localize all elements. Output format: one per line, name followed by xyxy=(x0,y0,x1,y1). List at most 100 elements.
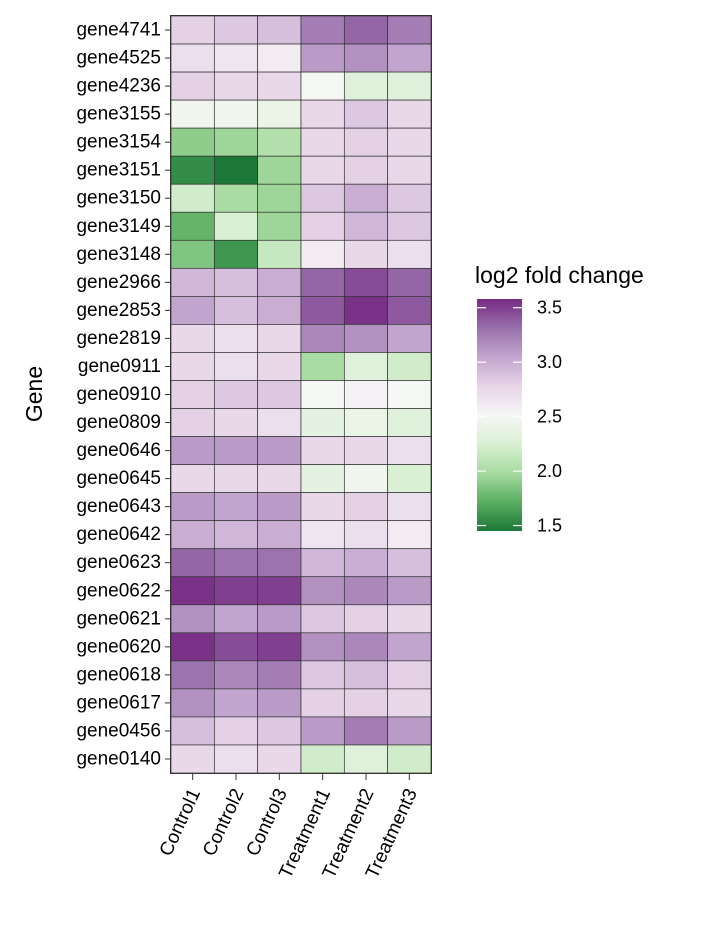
heatmap-cell xyxy=(300,155,345,185)
y-tick-label: gene4741 xyxy=(76,20,161,41)
heatmap-cell xyxy=(387,380,432,409)
heatmap-cell xyxy=(387,548,432,578)
heatmap-cell xyxy=(170,464,215,493)
heatmap-cell xyxy=(170,71,215,101)
heatmap-cell xyxy=(170,744,215,774)
heatmap-cell xyxy=(387,744,432,774)
heatmap-cell xyxy=(213,352,259,381)
heatmap-cell xyxy=(387,324,432,353)
heatmap-cell xyxy=(343,604,389,634)
heatmap-cell xyxy=(213,688,259,718)
heatmap-cell xyxy=(257,408,302,437)
heatmap-cell xyxy=(213,576,259,606)
heatmap-cell xyxy=(343,520,389,550)
heatmap-cell xyxy=(257,267,302,297)
heatmap-cell xyxy=(257,576,302,606)
heatmap-cell xyxy=(257,43,302,73)
y-tick-label: gene0618 xyxy=(76,664,161,685)
heatmap-cell xyxy=(257,380,302,409)
heatmap-cell xyxy=(170,520,215,550)
heatmap-cell xyxy=(300,183,345,213)
heatmap-cell xyxy=(257,15,302,45)
heatmap-cell xyxy=(170,211,215,241)
heatmap-cell xyxy=(213,296,259,325)
heatmap-cell xyxy=(300,604,345,634)
heatmap-cell xyxy=(170,548,215,578)
heatmap-cell xyxy=(343,716,389,746)
heatmap-cell xyxy=(170,492,215,522)
heatmap-cell xyxy=(213,520,259,550)
heatmap-cell xyxy=(343,127,389,157)
legend-title: log2 fold change xyxy=(475,262,644,288)
heatmap-cell xyxy=(343,43,389,73)
y-tick-label: gene3149 xyxy=(76,216,161,237)
y-tick-label: gene0617 xyxy=(76,692,161,713)
heatmap-cell xyxy=(257,632,302,662)
heatmap-cells xyxy=(170,15,432,774)
heatmap-cell xyxy=(387,520,432,550)
heatmap-cell xyxy=(213,324,259,353)
heatmap-cell xyxy=(213,71,259,101)
heatmap-cell xyxy=(300,632,345,662)
heatmap-cell xyxy=(300,99,345,129)
heatmap-cell xyxy=(213,127,259,157)
heatmap-cell xyxy=(170,632,215,662)
heatmap-cell xyxy=(387,408,432,437)
heatmap-cell xyxy=(170,380,215,409)
heatmap-cell xyxy=(387,716,432,746)
heatmap-cell xyxy=(213,99,259,129)
legend-tick-label: 2.5 xyxy=(537,407,562,427)
heatmap-cell xyxy=(387,660,432,690)
heatmap-cell xyxy=(300,71,345,101)
heatmap-cell xyxy=(170,296,215,325)
heatmap-cell xyxy=(213,716,259,746)
heatmap-cell xyxy=(257,127,302,157)
heatmap-cell xyxy=(300,408,345,437)
heatmap-cell xyxy=(343,183,389,213)
heatmap-cell xyxy=(170,352,215,381)
heatmap-cell xyxy=(170,604,215,634)
heatmap-cell xyxy=(387,464,432,493)
heatmap-cell xyxy=(213,43,259,73)
heatmap-cell xyxy=(257,71,302,101)
heatmap-cell xyxy=(170,43,215,73)
heatmap-cell xyxy=(343,632,389,662)
heatmap-cell xyxy=(257,296,302,325)
heatmap-cell xyxy=(257,239,302,269)
heatmap-cell xyxy=(300,380,345,409)
y-tick-label: gene0643 xyxy=(76,496,161,517)
heatmap-cell xyxy=(213,15,259,45)
heatmap-cell xyxy=(300,324,345,353)
heatmap-cell xyxy=(257,436,302,465)
heatmap-cell xyxy=(387,183,432,213)
heatmap-cell xyxy=(170,183,215,213)
heatmap-cell xyxy=(300,716,345,746)
heatmap-cell xyxy=(343,408,389,437)
heatmap-cell xyxy=(213,632,259,662)
heatmap-cell xyxy=(343,352,389,381)
heatmap-cell xyxy=(343,464,389,493)
heatmap-cell xyxy=(257,183,302,213)
heatmap-cell xyxy=(387,15,432,45)
y-tick-label: gene4525 xyxy=(76,48,161,69)
y-tick-label: gene0140 xyxy=(76,748,161,769)
heatmap-cell xyxy=(300,576,345,606)
heatmap-cell xyxy=(170,239,215,269)
heatmap-cell xyxy=(387,688,432,718)
heatmap-cell xyxy=(170,127,215,157)
heatmap-cell xyxy=(387,604,432,634)
y-tick-label: gene0910 xyxy=(76,384,161,405)
heatmap-cell xyxy=(300,296,345,325)
y-tick-label: gene0456 xyxy=(76,720,161,741)
heatmap-cell xyxy=(213,155,259,185)
y-tick-label: gene2966 xyxy=(76,272,161,293)
heatmap-cell xyxy=(170,408,215,437)
heatmap-cell xyxy=(343,688,389,718)
heatmap-cell xyxy=(257,604,302,634)
legend-tick-label: 2.0 xyxy=(537,461,562,481)
y-tick-label: gene0620 xyxy=(76,636,161,657)
heatmap-cell xyxy=(300,548,345,578)
heatmap-cell xyxy=(387,99,432,129)
heatmap-cell xyxy=(300,267,345,297)
